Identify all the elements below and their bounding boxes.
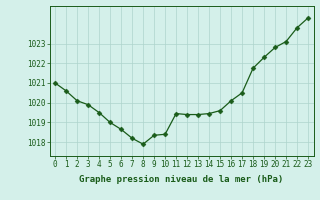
X-axis label: Graphe pression niveau de la mer (hPa): Graphe pression niveau de la mer (hPa) <box>79 175 284 184</box>
